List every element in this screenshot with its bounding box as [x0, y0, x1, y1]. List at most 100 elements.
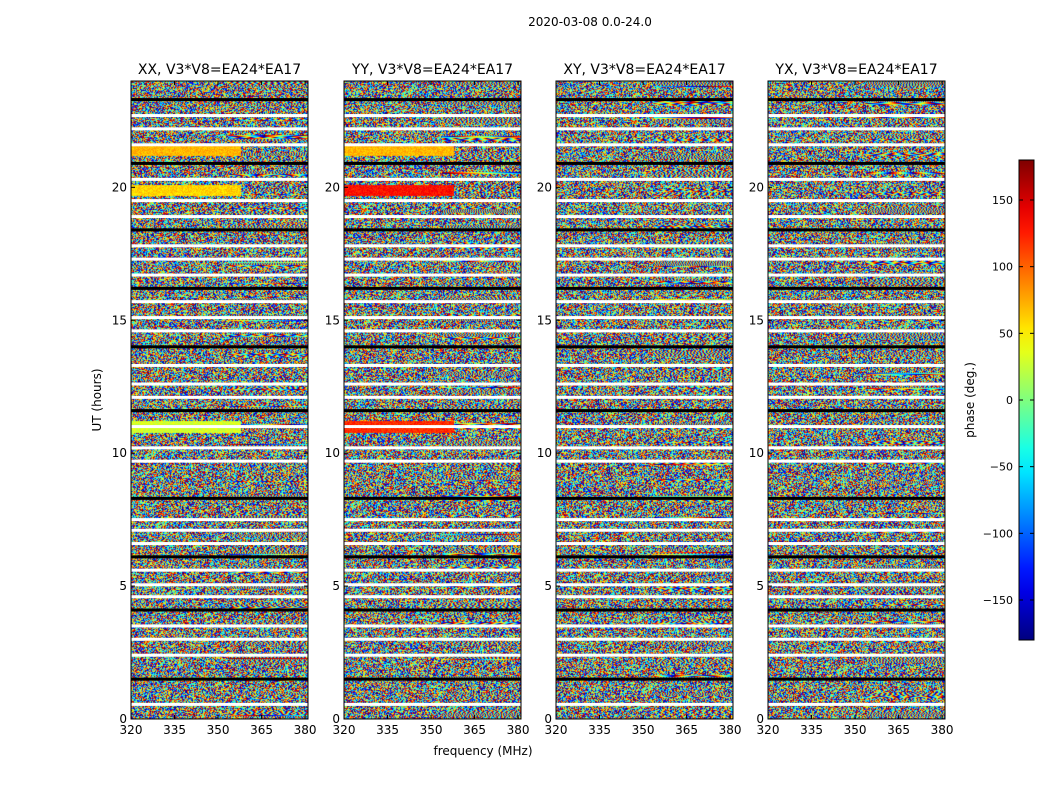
flagged-gap: [131, 345, 308, 349]
flagged-gap: [344, 363, 521, 367]
flagged-gap: [556, 409, 733, 413]
flagged-gap: [344, 595, 521, 599]
x-tick-label: 365: [463, 723, 486, 737]
panel-title: YY, V3*V8=EA24*EA17: [351, 62, 513, 78]
x-tick-label: 365: [250, 723, 273, 737]
flagged-gap: [131, 459, 308, 463]
flagged-gap: [768, 114, 945, 118]
flagged-gap: [556, 583, 733, 587]
flagged-gap: [344, 161, 521, 165]
figure-suptitle: 2020-03-08 0.0-24.0: [528, 15, 652, 29]
colorbar-label: phase (deg.): [963, 362, 977, 438]
x-tick-label: 380: [931, 723, 954, 737]
x-axis-label: frequency (MHz): [433, 744, 532, 758]
flagged-gap: [131, 568, 308, 572]
flagged-gap: [556, 542, 733, 546]
flagged-gap: [131, 555, 308, 559]
flagged-gap: [131, 528, 308, 532]
flagged-gap: [131, 446, 308, 450]
x-tick-label: 365: [887, 723, 910, 737]
flagged-gap: [768, 496, 945, 500]
flagged-gap: [131, 273, 308, 277]
y-tick-label: 15: [325, 313, 340, 327]
x-tick-label: 380: [507, 723, 530, 737]
panel-yx: YX, V3*V8=EA24*EA17 320 335 350 365 380 0 5 10 15…: [749, 62, 954, 737]
flagged-gap: [556, 595, 733, 599]
panel-frame: [130, 80, 309, 720]
flagged-gap: [131, 677, 308, 681]
flagged-gap: [768, 345, 945, 349]
panel-title: XX, V3*V8=EA24*EA17: [138, 62, 301, 78]
flagged-gap: [131, 637, 308, 641]
x-tick-label: 350: [844, 723, 867, 737]
flagged-gap: [131, 363, 308, 367]
flagged-gap: [131, 143, 308, 147]
flagged-gap: [768, 702, 945, 706]
flagged-gap: [556, 215, 733, 219]
panel-frame: [767, 80, 946, 720]
colorbar-tick-label: −100: [983, 527, 1013, 540]
flagged-gap: [768, 127, 945, 131]
flagged-gap: [768, 637, 945, 641]
x-tick-label: 365: [675, 723, 698, 737]
flagged-gap: [768, 228, 945, 232]
flagged-gap: [768, 199, 945, 203]
flagged-gap: [131, 127, 308, 131]
flagged-gap: [131, 244, 308, 248]
flagged-gap: [768, 286, 945, 290]
y-tick-label: 15: [749, 313, 764, 327]
flagged-gap: [556, 199, 733, 203]
flagged-gap: [344, 653, 521, 657]
flagged-gap: [344, 677, 521, 681]
flagged-gap: [768, 215, 945, 219]
phase-heatmap: [131, 81, 308, 719]
colorbar-tick-label: −150: [983, 594, 1013, 607]
flagged-gap: [344, 114, 521, 118]
y-tick-label: 0: [332, 712, 340, 726]
flagged-gap: [556, 608, 733, 612]
flagged-gap: [556, 363, 733, 367]
phase-heatmap: [768, 81, 945, 719]
x-tick-label: 320: [333, 723, 356, 737]
flagged-gap: [344, 409, 521, 413]
x-tick-label: 380: [719, 723, 742, 737]
panel-frame: [555, 80, 734, 720]
flagged-gap: [556, 624, 733, 628]
x-tick-label: 335: [800, 723, 823, 737]
flagged-gap: [344, 143, 521, 147]
panel-title: XY, V3*V8=EA24*EA17: [563, 62, 725, 78]
flagged-gap: [768, 542, 945, 546]
flagged-gap: [344, 555, 521, 559]
flagged-gap: [556, 161, 733, 165]
panel-yy: YY, V3*V8=EA24*EA17 320 335 350 365 380 0 5 10 15…: [325, 62, 530, 737]
flagged-gap: [344, 528, 521, 532]
y-tick-label: 5: [119, 579, 127, 593]
flagged-gap: [344, 637, 521, 641]
y-tick-label: 15: [112, 313, 127, 327]
flagged-gap: [768, 363, 945, 367]
flagged-gap: [131, 329, 308, 333]
x-tick-label: 335: [376, 723, 399, 737]
flagged-gap: [344, 568, 521, 572]
flagged-gap: [344, 382, 521, 386]
flagged-gap: [768, 555, 945, 559]
flagged-gap: [344, 583, 521, 587]
y-tick-label: 10: [325, 446, 340, 460]
flagged-gap: [131, 98, 308, 102]
flagged-gap: [556, 555, 733, 559]
x-tick-label: 335: [588, 723, 611, 737]
flagged-gap: [344, 425, 521, 429]
x-tick-label: 320: [757, 723, 780, 737]
flagged-gap: [556, 568, 733, 572]
flagged-gap: [131, 425, 308, 429]
flagged-gap: [556, 518, 733, 522]
flagged-gap: [344, 329, 521, 333]
flagged-gap: [344, 624, 521, 628]
y-tick-label: 5: [544, 579, 552, 593]
flagged-gap: [131, 257, 308, 261]
flagged-gap: [556, 425, 733, 429]
flagged-gap: [131, 496, 308, 500]
flagged-gap: [768, 583, 945, 587]
flagged-gap: [131, 300, 308, 304]
flagged-gap: [344, 542, 521, 546]
